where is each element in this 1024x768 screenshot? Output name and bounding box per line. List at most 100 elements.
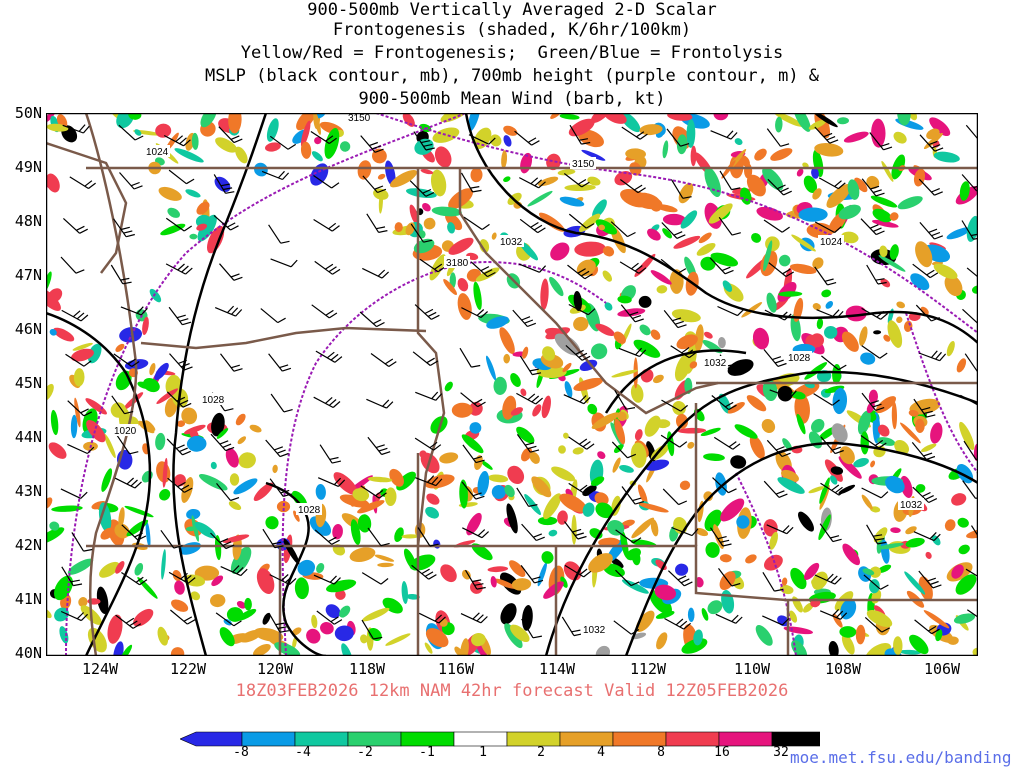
shading-patch <box>186 435 207 452</box>
colorbar-swatch <box>559 731 614 747</box>
shading-patch <box>334 625 354 642</box>
shading-patch <box>350 519 361 545</box>
wind-barb <box>861 392 885 411</box>
shading-patch <box>582 485 597 497</box>
shading-patch <box>249 424 262 433</box>
title-line-2: Frontogenesis (shaded, K/6hr/100km) <box>332 20 692 40</box>
shading-patch <box>560 576 568 588</box>
shading-patch <box>766 292 777 313</box>
shading-patch <box>879 245 888 258</box>
shading-patch <box>889 212 899 221</box>
wind-barb <box>366 213 388 233</box>
shading-patch <box>900 475 913 498</box>
shading-patch <box>457 293 472 320</box>
shading-patch <box>176 420 186 428</box>
wind-barb <box>814 221 842 234</box>
shading-patch <box>229 473 240 486</box>
shading-patch <box>157 626 169 646</box>
wind-barb <box>310 130 337 145</box>
wind-barb <box>568 303 596 316</box>
shading-patch <box>951 564 964 579</box>
shading-patch <box>571 514 577 545</box>
shading-patch <box>710 252 739 267</box>
shading-patch <box>142 316 149 335</box>
shading-patch <box>357 514 372 533</box>
shading-patch <box>196 223 208 231</box>
lon-label: 116W <box>437 660 475 678</box>
shading-patch <box>46 173 60 193</box>
shading-patch <box>99 561 120 578</box>
lon-label: 112W <box>629 660 667 678</box>
mslp-label: 1032 <box>704 358 727 369</box>
shading-patch <box>857 410 871 435</box>
shading-patch <box>216 428 229 439</box>
colorbar-tick: -8 <box>233 745 249 760</box>
shading-patch <box>595 645 611 656</box>
shading-patch <box>196 201 210 215</box>
shading-patch <box>315 484 326 500</box>
shading-patch <box>432 127 460 143</box>
title-line-1: 900-500mb Vertically Averaged 2-D Scalar <box>307 0 717 20</box>
shading-patch <box>558 445 566 454</box>
shading-patch <box>292 636 297 649</box>
wind-barb <box>860 435 887 449</box>
wind-barb <box>165 217 193 232</box>
shading-patch <box>87 343 102 364</box>
wind-barb <box>360 485 387 499</box>
shading-patch <box>762 167 784 191</box>
colorbar-swatch <box>241 731 296 747</box>
shading-patch <box>915 418 925 433</box>
shading-patch <box>840 599 857 620</box>
source-url[interactable]: moe.met.fsu.edu/banding <box>790 748 1012 767</box>
shading-patch <box>549 276 564 297</box>
shading-patch <box>543 493 562 520</box>
shading-patch <box>149 288 162 303</box>
shading-patch <box>215 137 238 153</box>
shading-patch <box>877 437 896 446</box>
shading-patch <box>384 487 397 506</box>
shading-patch <box>915 484 926 493</box>
shading-patch <box>847 179 860 200</box>
shading-patch <box>488 474 509 483</box>
wind-barb <box>163 134 191 147</box>
shading-patch <box>409 204 419 226</box>
wind-barb <box>115 614 142 629</box>
wind-barb <box>861 307 888 320</box>
wind-barb <box>160 529 183 549</box>
shading-patch <box>85 398 107 415</box>
wind-barb <box>269 478 293 497</box>
wind-barb <box>516 392 543 405</box>
shading-patch <box>542 346 556 361</box>
shading-patch <box>796 413 806 435</box>
colorbar-tick: -2 <box>357 745 373 760</box>
shading-patch <box>908 409 919 417</box>
shading-patch <box>297 559 316 576</box>
wind-barb <box>814 266 837 286</box>
shading-patch <box>777 477 805 494</box>
shading-patch <box>341 643 353 656</box>
shading-patch <box>700 427 721 437</box>
wind-barb <box>666 128 690 147</box>
shading-patch <box>921 443 937 453</box>
shading-patch <box>639 324 651 336</box>
shading-patch <box>890 527 901 534</box>
shading-patch <box>133 608 154 627</box>
shading-patch <box>71 348 94 362</box>
shading-patch <box>811 571 828 590</box>
shading-patch <box>501 150 508 169</box>
shading-patch <box>113 641 124 656</box>
wind-barb <box>409 180 435 197</box>
lon-label: 118W <box>348 660 386 678</box>
shading-patch <box>598 224 606 231</box>
shading-patch <box>871 219 899 228</box>
shading-patch <box>736 515 750 529</box>
lon-label: 108W <box>824 660 862 678</box>
shading-patch <box>447 222 456 234</box>
wind-barb <box>319 444 342 464</box>
shading-patch <box>808 486 825 494</box>
shading-patch <box>537 516 558 526</box>
wind-barb <box>518 263 547 273</box>
shading-patch <box>265 516 279 530</box>
shading-patch <box>761 418 776 434</box>
shading-patch <box>306 628 321 644</box>
